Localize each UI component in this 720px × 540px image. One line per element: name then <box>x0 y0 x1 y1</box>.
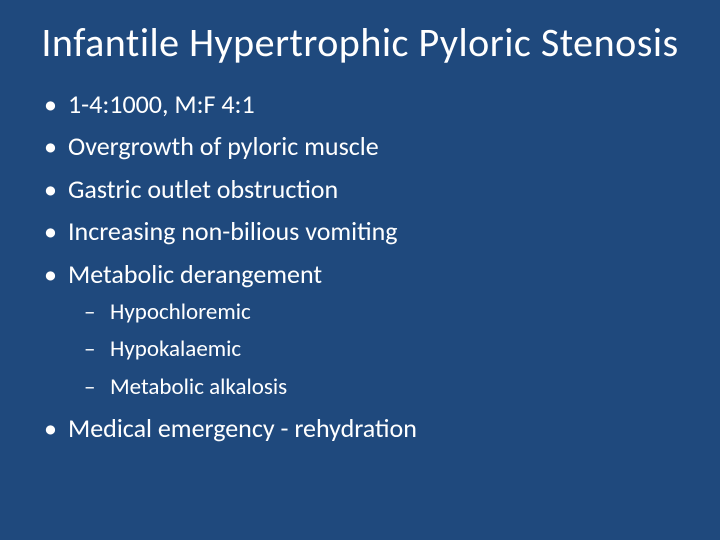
list-item: Gastric outlet obstruction <box>68 171 680 207</box>
list-item: 1-4:1000, M:F 4:1 <box>68 86 680 122</box>
list-item: Hypochloremic <box>110 296 680 329</box>
list-item-label: Metabolic derangement <box>68 258 322 290</box>
list-item: Metabolic alkalosis <box>110 371 680 404</box>
bullet-list: 1-4:1000, M:F 4:1 Overgrowth of pyloric … <box>40 86 680 446</box>
list-item: Hypokalaemic <box>110 333 680 366</box>
list-item: Metabolic derangement Hypochloremic Hypo… <box>68 256 680 404</box>
list-item: Overgrowth of pyloric muscle <box>68 128 680 164</box>
slide-title: Infantile Hypertrophic Pyloric Stenosis <box>40 20 680 66</box>
list-item: Increasing non-bilious vomiting <box>68 213 680 249</box>
list-item: Medical emergency - rehydration <box>68 410 680 446</box>
sub-bullet-list: Hypochloremic Hypokalaemic Metabolic alk… <box>68 296 680 404</box>
